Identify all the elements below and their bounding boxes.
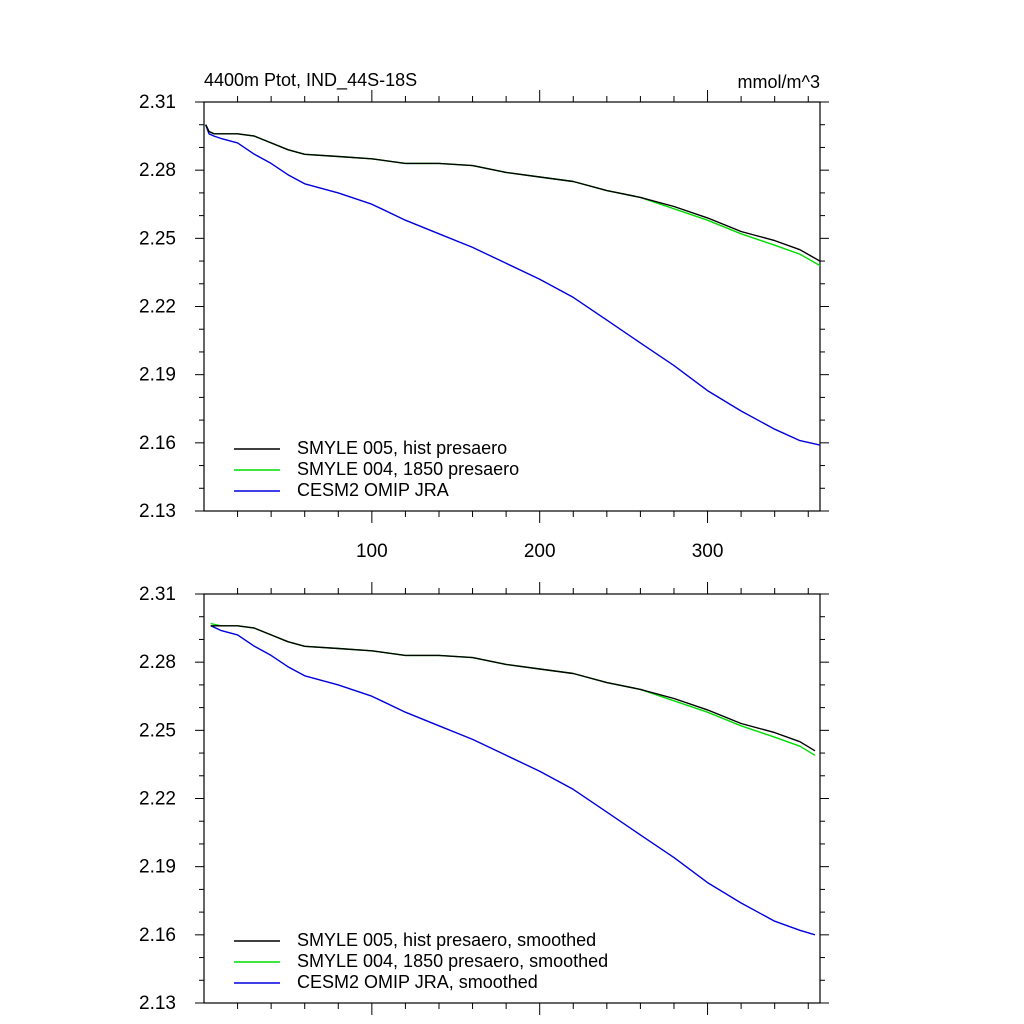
y-tick-label: 2.13 [139,993,176,1014]
panel-bottom: 2.31 2.28 2.25 2.22 2.19 2.16 2.13 SMYLE 005, h… [139,582,829,1015]
legend-label-1: SMYLE 005, hist presaero [297,438,507,458]
y-tick-label: 2.28 [139,160,176,181]
y-tick-label: 2.22 [139,789,176,810]
x-tick-label: 300 [692,541,724,562]
legend-label-3: CESM2 OMIP JRA [297,480,449,500]
x-tick-label: 100 [356,541,388,562]
series-line-2 [210,622,816,756]
y-tick-label: 2.25 [139,228,176,249]
panel-top-title: 4400m Ptot, IND_44S-18S [204,70,417,91]
y-tick-label: 2.28 [139,652,176,673]
series-line-3 [205,124,821,446]
legend-label-2: SMYLE 004, 1850 presaero [297,459,519,479]
panel-top: 2.31 2.28 2.25 2.22 2.19 2.16 2.13 100 200 300 SMY… [139,90,829,562]
y-tick-label: 2.16 [139,433,176,454]
y-tick-label: 2.22 [139,297,176,318]
series-line-1 [210,625,816,752]
y-tick-label: 2.19 [139,857,176,878]
series-line-1 [205,124,821,262]
legend-label-2: SMYLE 004, 1850 presaero, smoothed [297,951,608,971]
legend-label-3: CESM2 OMIP JRA, smoothed [297,972,538,992]
y-tick-label: 2.19 [139,365,176,386]
legend-label-1: SMYLE 005, hist presaero, smoothed [297,930,596,950]
y-tick-label: 2.31 [139,92,176,113]
y-tick-label: 2.16 [139,925,176,946]
panel-top-units: mmol/m^3 [738,72,820,92]
series-line-3 [210,625,816,936]
y-tick-label: 2.25 [139,720,176,741]
series-line-2 [205,124,821,267]
y-tick-label: 2.13 [139,501,176,522]
y-tick-label: 2.31 [139,584,176,605]
x-tick-label: 200 [524,541,556,562]
